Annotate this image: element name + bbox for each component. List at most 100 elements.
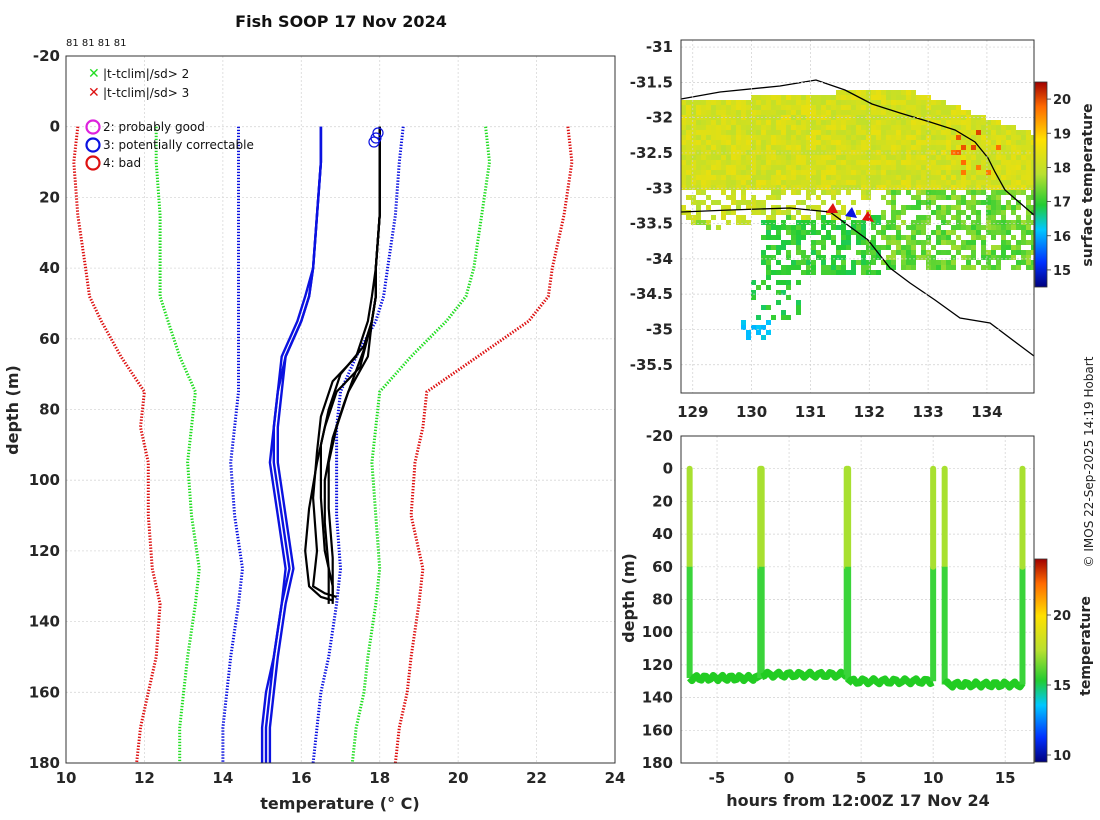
sst-cell: [731, 105, 736, 110]
sst-cell: [816, 175, 821, 180]
x-tick-label: 24: [605, 769, 626, 787]
sst-cell: [1026, 135, 1031, 140]
sst-cell: [831, 140, 836, 145]
sst-cell: [826, 180, 831, 185]
cast-trace: [942, 678, 1026, 691]
sst-cell: [851, 130, 856, 135]
sst-cell: [761, 250, 766, 255]
sst-cell: [841, 155, 846, 160]
sst-cell: [976, 170, 981, 175]
sst-cell: [751, 140, 756, 145]
sst-cell: [901, 145, 906, 150]
sst-cell: [941, 175, 946, 180]
sst-cell: [1021, 250, 1026, 255]
sst-cell: [866, 140, 871, 145]
sst-cell: [946, 265, 951, 270]
sst-cell: [766, 100, 771, 105]
sst-cell: [916, 170, 921, 175]
sst-cell: [801, 260, 806, 265]
sst-cell: [991, 135, 996, 140]
sst-cell: [736, 110, 741, 115]
depth-time-axes-box: [680, 435, 1035, 764]
sst-cell: [856, 160, 861, 165]
sst-cell: [756, 205, 761, 210]
sst-cell: [1021, 235, 1026, 240]
sst-cell: [686, 155, 691, 160]
sst-cell: [701, 220, 706, 225]
sst-cell: [996, 125, 1001, 130]
sst-cell: [911, 205, 916, 210]
sst-cell: [951, 150, 956, 155]
sst-cell: [936, 195, 941, 200]
sst-cell: [921, 190, 926, 195]
sst-cell: [706, 110, 711, 115]
sst-cell: [731, 175, 736, 180]
sst-cell: [781, 170, 786, 175]
sst-cell: [936, 210, 941, 215]
sst-cell: [991, 225, 996, 230]
sst-cell: [791, 135, 796, 140]
sst-cell: [901, 125, 906, 130]
sst-cell: [831, 265, 836, 270]
sst-cell: [926, 190, 931, 195]
sst-cell: [881, 135, 886, 140]
sst-cell: [711, 110, 716, 115]
sst-cell: [956, 185, 961, 190]
sst-cell: [866, 145, 871, 150]
sst-cell: [1026, 260, 1031, 265]
sst-cell: [981, 255, 986, 260]
sst-cell: [781, 265, 786, 270]
sst-cell: [986, 205, 991, 210]
sst-cell: [986, 165, 991, 170]
sst-cell: [991, 245, 996, 250]
sst-cell: [811, 250, 816, 255]
sst-cell: [731, 100, 736, 105]
sst-cell: [1006, 160, 1011, 165]
sst-cell: [756, 170, 761, 175]
sst-cell: [941, 130, 946, 135]
sst-cell: [856, 240, 861, 245]
sst-cell: [1011, 125, 1016, 130]
sst-cell: [921, 185, 926, 190]
sst-cell: [691, 220, 696, 225]
sst-cell: [731, 170, 736, 175]
sst-cell: [901, 265, 906, 270]
sst-cell: [791, 110, 796, 115]
sst-cell: [761, 210, 766, 215]
sst-cell: [1011, 265, 1016, 270]
sst-cell: [776, 150, 781, 155]
sst-cell: [926, 115, 931, 120]
sst-cell: [681, 205, 686, 210]
sst-cell: [926, 200, 931, 205]
sst-cell: [816, 195, 821, 200]
sst-cell: [811, 120, 816, 125]
sst-cell: [1021, 260, 1026, 265]
sst-cell: [1006, 155, 1011, 160]
sst-cell: [911, 195, 916, 200]
sst-cell: [866, 170, 871, 175]
sst-cell: [836, 175, 841, 180]
sst-cell: [956, 165, 961, 170]
sst-cell: [951, 145, 956, 150]
sst-cell: [836, 130, 841, 135]
sst-cell: [946, 210, 951, 215]
sst-cell: [741, 325, 746, 330]
sst-cell: [841, 175, 846, 180]
sst-cell: [1016, 160, 1021, 165]
top-count-labels: 81 81 81 81: [66, 38, 126, 49]
sst-cell: [741, 170, 746, 175]
sst-cell: [1016, 170, 1021, 175]
sst-cell: [1001, 225, 1006, 230]
sst-cell: [831, 110, 836, 115]
sst-cell: [811, 225, 816, 230]
sst-cell: [1001, 215, 1006, 220]
sst-cell: [986, 135, 991, 140]
sst-cell: [961, 110, 966, 115]
sst-cell: [716, 155, 721, 160]
sst-cell: [776, 245, 781, 250]
sst-cell: [841, 115, 846, 120]
sst-cell: [851, 100, 856, 105]
sst-cell: [806, 140, 811, 145]
sst-cell: [731, 200, 736, 205]
